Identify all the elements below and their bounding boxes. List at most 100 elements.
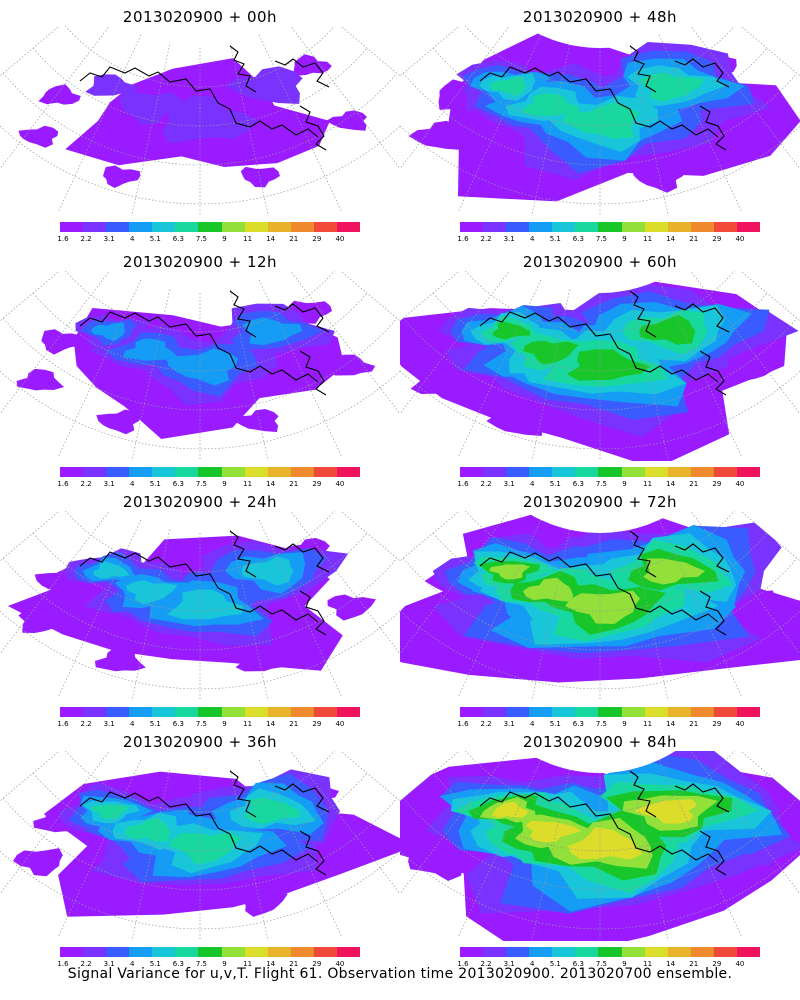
colorbar-tick-label: 7.5 (195, 480, 208, 488)
colorbar-swatch (152, 947, 176, 957)
colorbar-tick-label: 4 (129, 720, 135, 728)
variance-contour (233, 409, 279, 432)
variance-contour (240, 166, 280, 188)
map-panel: 2013020900 + 00h 1.6 2.2 3.1 4 5.1 6.3 7.5 9 11 14… (0, 0, 400, 245)
variance-contour (326, 110, 367, 131)
colorbar-swatch (129, 947, 153, 957)
colorbar-ticks: 1.6 2.2 3.1 4 5.1 6.3 7.5 9 11 14 21 29 40 (57, 720, 360, 730)
colorbar-tick-label: 1.6 (57, 960, 69, 968)
colorbar-tick-label: 2.2 (480, 960, 492, 968)
colorbar-tick-label: 9 (222, 960, 227, 968)
colorbar-swatch (129, 707, 153, 717)
colorbar-swatch (529, 707, 553, 717)
colorbar-tick-label: 3.1 (503, 960, 515, 968)
variance-contour (489, 564, 531, 580)
map-panel: 2013020900 + 84h 1.6 2.2 3.1 4 5.1 6.3 7.5 9 11 14… (400, 725, 800, 970)
colorbar-tick-label: 3.1 (103, 480, 115, 488)
colorbar-tick-label: 21 (289, 480, 299, 488)
panel-title: 2013020900 + 60h (522, 253, 678, 271)
colorbar-tick-label: 6.3 (572, 720, 584, 728)
colorbar-swatch (152, 467, 176, 477)
colorbar-tick-label: 6.3 (172, 960, 184, 968)
colorbar-tick-label: 7.5 (195, 235, 208, 243)
colorbar-swatch (60, 707, 84, 717)
colorbar-tick-label: 6.3 (572, 960, 584, 968)
panel-title: 2013020900 + 36h (122, 733, 278, 751)
colorbar-tick-label: 2.2 (480, 235, 492, 243)
variance-contour (167, 589, 244, 620)
graticule (400, 26, 800, 216)
colorbar-swatch (83, 947, 107, 957)
colorbar-ticks: 1.6 2.2 3.1 4 5.1 6.3 7.5 9 11 14 21 29 40 (57, 960, 360, 970)
colorbar-tick-label: 40 (335, 960, 345, 968)
graticule (400, 511, 800, 701)
colorbar-swatch (313, 947, 337, 957)
colorbar (460, 707, 761, 717)
colorbar-swatch (483, 467, 507, 477)
variance-contour (410, 365, 473, 394)
colorbar-swatch (460, 947, 484, 957)
colorbar-swatch (60, 947, 84, 957)
colorbar-tick-label: 4 (529, 720, 535, 728)
colorbar-swatch (106, 947, 130, 957)
colorbar-swatch (198, 707, 222, 717)
variance-map (400, 26, 800, 216)
colorbar-tick-label: 4 (129, 235, 135, 243)
colorbar-tick-label: 21 (289, 960, 299, 968)
map-panel: 2013020900 + 60h 1.6 2.2 3.1 4 5.1 6.3 7.5 9 11 14… (400, 245, 800, 490)
colorbar-tick-label: 5.1 (149, 480, 161, 488)
map-panel: 2013020900 + 48h 1.6 2.2 3.1 4 5.1 6.3 7.5 9 11 14… (400, 0, 800, 245)
colorbar-swatch (267, 222, 291, 232)
variance-contour (522, 340, 579, 365)
colorbar-tick-label: 11 (243, 480, 253, 488)
variance-contour (494, 163, 547, 193)
variance-contour (565, 590, 640, 624)
colorbar-tick-label: 29 (312, 720, 322, 728)
colorbar-swatch (621, 467, 645, 477)
colorbar-tick-label: 9 (622, 480, 627, 488)
colorbar-tick-label: 7.5 (595, 235, 608, 243)
variance-contour (640, 72, 705, 102)
variance-contour (124, 817, 171, 842)
variance-map (400, 511, 800, 701)
colorbar-swatch (60, 222, 84, 232)
colorbar-tick-label: 29 (712, 235, 722, 243)
variance-contour (13, 848, 63, 877)
colorbar-swatch (690, 707, 714, 717)
colorbar-tick-label: 3.1 (103, 720, 115, 728)
colorbar-swatch (244, 947, 268, 957)
colorbar-swatch (175, 707, 199, 717)
colorbar-tick-label: 14 (266, 235, 276, 243)
colorbar-tick-label: 6.3 (172, 480, 184, 488)
figure-caption: Signal Variance for u,v,T. Flight 61. Ob… (67, 966, 733, 982)
colorbar-tick-label: 14 (666, 480, 676, 488)
colorbar-tick-label: 29 (312, 235, 322, 243)
variance-contour (16, 368, 65, 391)
variance-map (400, 751, 800, 941)
colorbar-swatch (221, 467, 245, 477)
variance-map (0, 271, 400, 461)
colorbar-swatch (267, 467, 291, 477)
colorbar-swatch (552, 467, 576, 477)
variance-contour (492, 321, 531, 340)
variance-contour (724, 350, 784, 381)
colorbar-swatch (221, 707, 245, 717)
variance-contour (567, 349, 651, 381)
colorbar-swatch (713, 467, 737, 477)
colorbar-swatch (152, 707, 176, 717)
colorbar-swatch (667, 707, 691, 717)
colorbar-swatch (598, 947, 622, 957)
panel-title: 2013020900 + 72h (522, 493, 678, 511)
variance-map (0, 751, 400, 941)
variance-contour (327, 594, 376, 621)
colorbar-ticks: 1.6 2.2 3.1 4 5.1 6.3 7.5 9 11 14 21 29 40 (457, 720, 760, 730)
colorbar-tick-label: 40 (735, 235, 745, 243)
colorbar-tick-label: 40 (735, 480, 745, 488)
variance-contour (96, 887, 150, 914)
colorbar-swatch (244, 707, 268, 717)
coastline (79, 530, 330, 636)
variance-contour (41, 329, 83, 355)
coastline (79, 45, 330, 151)
colorbar-swatch (290, 947, 314, 957)
colorbar-tick-label: 40 (735, 720, 745, 728)
